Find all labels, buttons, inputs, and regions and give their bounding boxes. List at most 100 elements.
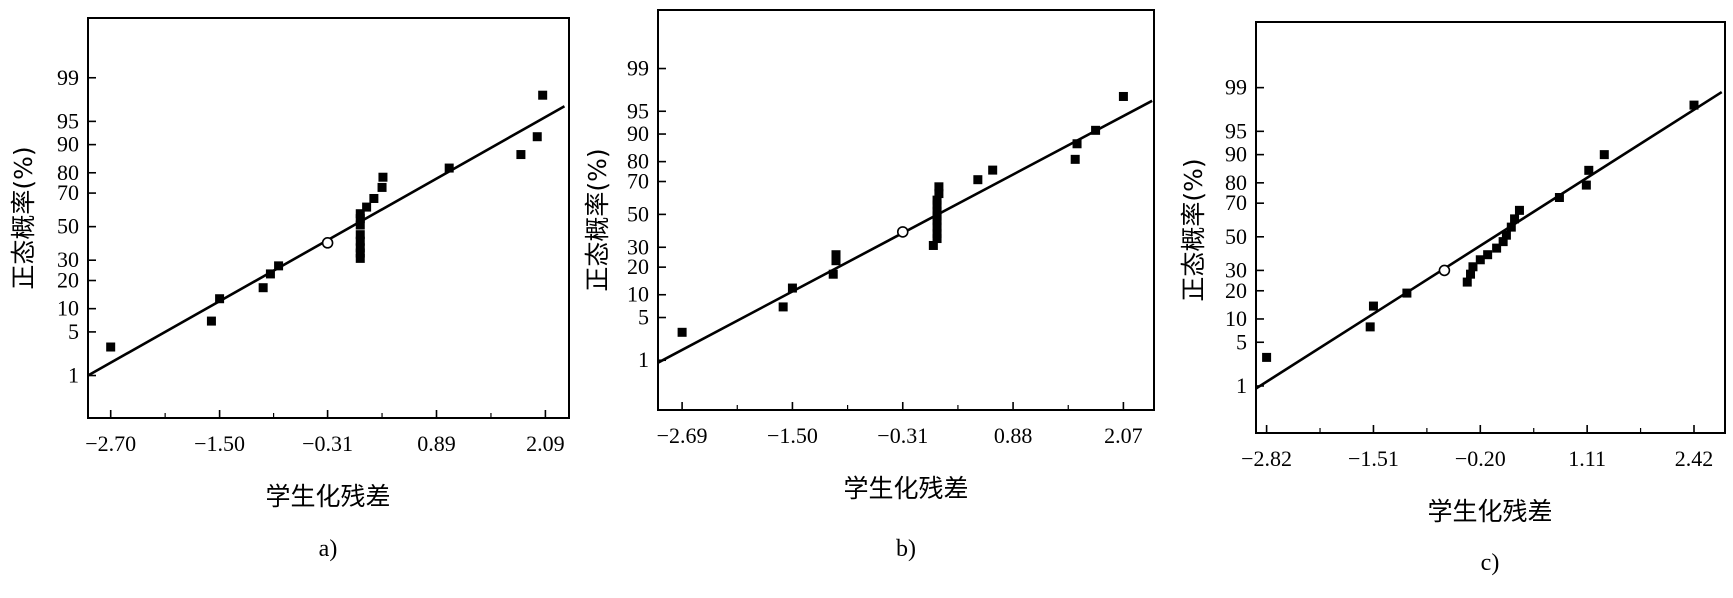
panel-c-x-tick-label: −0.20 xyxy=(1455,446,1506,471)
panel-a-y-tick-label: 70 xyxy=(57,180,79,205)
panel-a-y-tick-label: 1 xyxy=(68,363,79,388)
panel-a-y-tick-label: 99 xyxy=(57,65,79,90)
panel-c-residual-point xyxy=(1466,269,1476,279)
panel-a-center-point xyxy=(321,237,334,249)
panel-a-residual-point xyxy=(532,132,542,142)
panel-c-residual-point xyxy=(1498,237,1508,247)
panel-c-y-tick-label: 95 xyxy=(1225,118,1247,143)
panel-a-residual-point xyxy=(377,182,387,192)
panel-a-residual-point xyxy=(369,193,379,203)
panel-c-y-tick-label: 5 xyxy=(1236,329,1247,354)
panel-b-residual-point xyxy=(934,189,944,199)
panel-c-residual-point xyxy=(1492,243,1502,253)
panel-a-residual-point xyxy=(355,248,365,258)
panel-c-tick-labels: −2.82 −1.51 −0.20 1.11 2.4215102030507080909… xyxy=(1225,75,1713,471)
panel-b-tick-marks xyxy=(658,67,1125,410)
panel-a-residual-point xyxy=(106,342,116,352)
panel-b-residual-point xyxy=(787,283,797,293)
panel-b-residual-point xyxy=(828,269,838,279)
panel-a-residual-point xyxy=(215,294,225,304)
panel-a-residual-point xyxy=(444,163,454,173)
panel-c-y-tick-label: 70 xyxy=(1225,190,1247,215)
panel-b-residual-point xyxy=(934,182,944,192)
panel-c-y-tick-label: 30 xyxy=(1225,257,1247,282)
panel-b-x-tick-label: 0.88 xyxy=(994,423,1033,448)
panel-c-y-tick-label: 80 xyxy=(1225,170,1247,195)
panel-c-residual-point xyxy=(1514,205,1524,215)
panel-b-y-tick-label: 20 xyxy=(627,254,649,279)
panel-a-y-tick-label: 20 xyxy=(57,268,79,293)
panel-b-y-tick-label: 90 xyxy=(627,121,649,146)
panel-b-x-tick-label: −0.31 xyxy=(877,423,928,448)
panel-a-residual-point xyxy=(258,283,268,293)
panel-b-residual-point xyxy=(778,302,788,312)
panel-c-y-tick-label: 90 xyxy=(1225,142,1247,167)
panel-b-label: b) xyxy=(896,536,916,562)
panel-a-y-tick-label: 10 xyxy=(57,296,79,321)
panel-b-residual-point xyxy=(988,165,998,175)
panel-c-x-tick-label: −1.51 xyxy=(1348,446,1399,471)
panel-c-fit-line-layer xyxy=(1255,90,1723,390)
panel-a-residual-point xyxy=(265,269,275,279)
panel-b-residual-point xyxy=(932,200,942,210)
panel-c-fit-line xyxy=(1255,90,1723,390)
panel-a-y-tick-label: 5 xyxy=(68,319,79,344)
panel-c-residual-point xyxy=(1689,100,1699,110)
panel-b-residual-point xyxy=(932,211,942,221)
panel-b-x-tick-label: 2.07 xyxy=(1104,423,1143,448)
panel-c-y-tick-label: 99 xyxy=(1225,75,1247,100)
panel-c-label: c) xyxy=(1481,550,1500,576)
panel-b-y-tick-label: 5 xyxy=(638,305,649,330)
panel-a-x-tick-label: −1.50 xyxy=(194,431,245,456)
panel-a-y-axis-title: 正态概率(%) xyxy=(9,146,38,289)
panel-b-residual-point xyxy=(1091,125,1101,135)
panel-a-x-tick-label: −2.70 xyxy=(85,431,136,456)
panel-b-y-axis-title: 正态概率(%) xyxy=(583,148,612,291)
panel-a-tick-labels: −2.70 −1.50 −0.31 0.89 2.0915102030507080909… xyxy=(57,65,565,456)
panel-c-center-point xyxy=(1438,264,1451,277)
panel-c-residual-point xyxy=(1599,150,1609,160)
panel-b-plot-frame xyxy=(657,9,1155,411)
panel-b-residual-point xyxy=(932,229,942,239)
panel-b-residual-point xyxy=(831,256,841,266)
panel-a-y-tick-label: 95 xyxy=(57,108,79,133)
panel-c-y-tick-label: 20 xyxy=(1225,278,1247,303)
panel-b-residual-point xyxy=(932,206,942,216)
panel-c-y-tick-label: 50 xyxy=(1225,224,1247,249)
panel-c-residual-point xyxy=(1501,230,1511,240)
panel-c-residual-point xyxy=(1475,255,1485,265)
panel-b-y-tick-label: 95 xyxy=(627,98,649,123)
panel-a-plot-frame xyxy=(87,17,570,419)
panel-b-tick-labels: −2.69 −1.50 −0.31 0.88 2.0715102030507080909… xyxy=(627,56,1143,448)
panel-b-x-tick-label: −1.50 xyxy=(767,423,818,448)
panel-a-residual-point xyxy=(516,150,526,160)
panel-b-center-point xyxy=(896,226,909,238)
panel-c-x-tick-label: 1.11 xyxy=(1568,446,1606,471)
panel-c-residual-point xyxy=(1365,322,1375,332)
panel-b-residual-point xyxy=(932,222,942,232)
panel-a-residual-point xyxy=(355,236,365,246)
panel-b-residual-point xyxy=(932,216,942,226)
panel-c: −2.82 −1.51 −0.20 1.11 2.4215102030507080909… xyxy=(1179,21,1726,576)
panel-c-tick-marks xyxy=(1256,86,1695,433)
panel-c-y-tick-label: 1 xyxy=(1236,373,1247,398)
panel-b-points-layer xyxy=(677,91,1128,337)
panel-c-residual-point xyxy=(1584,165,1594,175)
panel-b-residual-point xyxy=(831,250,841,260)
panel-c-residual-point xyxy=(1510,214,1520,224)
panel-a-residual-point xyxy=(355,253,365,263)
panel-a-residual-point xyxy=(538,90,548,100)
panel-c-residual-point xyxy=(1483,250,1493,260)
panel-a-residual-point xyxy=(362,202,372,212)
panel-b-x-tick-label: −2.69 xyxy=(657,423,708,448)
panel-b-y-tick-label: 80 xyxy=(627,149,649,174)
panel-a-residual-point xyxy=(355,220,365,230)
panel-b-y-tick-label: 70 xyxy=(627,169,649,194)
panel-a-x-axis-title: 学生化残差 xyxy=(265,482,390,511)
panel-a-residual-point xyxy=(355,230,365,240)
panel-a-residual-point xyxy=(355,243,365,253)
panel-b-x-axis-title: 学生化残差 xyxy=(843,474,968,503)
panel-a-residual-point xyxy=(378,172,388,182)
panel-c-residual-point xyxy=(1402,288,1412,298)
